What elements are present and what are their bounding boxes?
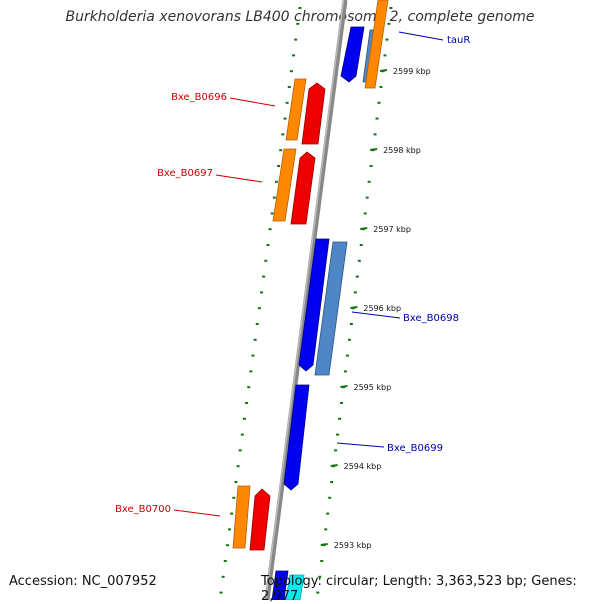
tick-label: 2596 kbp (363, 304, 401, 313)
tick-mark (369, 148, 378, 151)
label-connector (215, 174, 263, 183)
gene-bxe-b0698[interactable] (298, 238, 348, 376)
gene-arrow[interactable] (283, 384, 310, 491)
tick-mark (379, 69, 388, 72)
label-bxe-b0696[interactable]: Bxe_B0696 (171, 92, 276, 107)
accession-text: Accession: NC_007952 (9, 574, 157, 589)
cds-bar[interactable] (314, 241, 348, 376)
label-connector (173, 509, 221, 517)
label-connector (398, 31, 444, 41)
gene-label-bxe-b0698[interactable]: Bxe_B0698 (403, 313, 459, 324)
label-bxe-b0698[interactable]: Bxe_B0698 (351, 311, 459, 324)
tick-label: 2595 kbp (354, 383, 392, 392)
label-bxe-b0699[interactable]: Bxe_B0699 (336, 442, 443, 454)
cds-bar-orange[interactable] (364, 0, 389, 89)
label-connector (336, 442, 385, 448)
chromosome-backbone-highlight (264, 0, 345, 600)
gene-bxe-b0700[interactable] (232, 485, 271, 551)
tick-label: 2598 kbp (383, 146, 421, 155)
label-taur[interactable]: tauR (398, 31, 470, 46)
cds-bar[interactable] (232, 485, 251, 549)
tick-label: 2597 kbp (373, 225, 411, 234)
gene-label-taur[interactable]: tauR (447, 35, 470, 46)
tick-label: 2594 kbp (344, 462, 382, 471)
map-title: Burkholderia xenovorans LB400 chromosome… (65, 9, 535, 25)
tick-label: 2593 kbp (334, 541, 372, 550)
tick-mark (360, 227, 368, 230)
gene-label-bxe-b0696[interactable]: Bxe_B0696 (171, 92, 227, 103)
gene-arrow[interactable] (290, 151, 316, 225)
cds-bar-cyan[interactable] (285, 574, 305, 600)
tick-mark (340, 385, 348, 388)
chromosome-backbone (264, 0, 348, 600)
tick-mark (330, 464, 338, 467)
gene-taur[interactable] (340, 0, 389, 89)
tick-mark (350, 306, 358, 309)
label-connector (229, 97, 276, 107)
label-bxe-b0700[interactable]: Bxe_B0700 (115, 504, 221, 517)
gene-arrow[interactable] (301, 82, 326, 145)
gene-label-bxe-b0697[interactable]: Bxe_B0697 (157, 168, 213, 179)
gene-label-bxe-b0700[interactable]: Bxe_B0700 (115, 504, 171, 515)
gene-arrow[interactable] (298, 238, 330, 372)
gene-arrow[interactable] (249, 488, 271, 551)
cds-bar[interactable] (285, 78, 307, 141)
cds-bar[interactable] (272, 148, 297, 222)
gene-bxe-b0697[interactable] (272, 148, 316, 225)
gene-bxe-b0696[interactable] (285, 78, 326, 145)
tick-scale: 2599 kbp 2598 kbp 2597 kbp 2596 kbp 2595 kbp… (320, 67, 431, 550)
label-bxe-b0697[interactable]: Bxe_B0697 (157, 168, 263, 183)
gene-bxe-b0699[interactable] (283, 384, 310, 491)
gene-arrow[interactable] (340, 26, 365, 83)
gene-partial-bottom[interactable] (271, 570, 305, 600)
gene-arrow[interactable] (271, 570, 289, 600)
gene-label-bxe-b0699[interactable]: Bxe_B0699 (387, 443, 443, 454)
tick-label: 2599 kbp (393, 67, 431, 76)
label-connector (351, 311, 401, 319)
tick-mark (320, 543, 328, 546)
